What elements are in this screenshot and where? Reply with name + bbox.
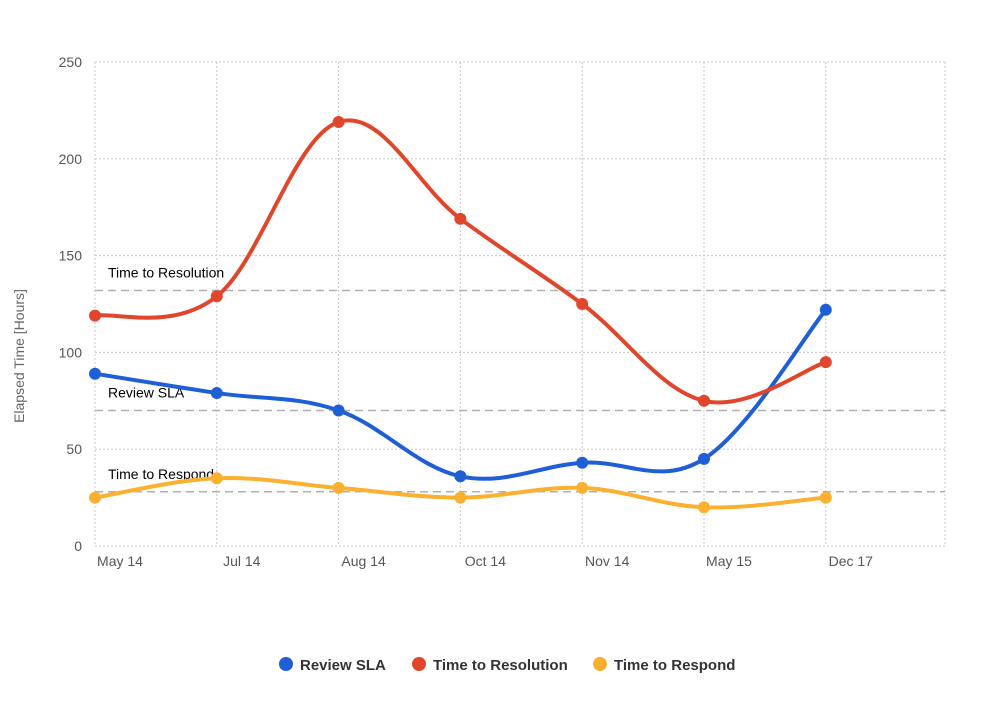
data-point[interactable]: [210, 472, 223, 485]
x-tick-label: Nov 14: [585, 553, 630, 569]
x-tick-label: Jul 14: [223, 553, 261, 569]
threshold-label: Time to Resolution: [108, 264, 224, 280]
threshold-label: Review SLA: [108, 384, 185, 400]
x-tick-label: Oct 14: [465, 553, 506, 569]
data-point[interactable]: [89, 309, 101, 322]
y-axis-ticks: 0 50 100 150 200 250: [59, 54, 83, 554]
legend-item-label[interactable]: Review SLA: [300, 657, 386, 674]
y-tick-label: 200: [59, 151, 83, 167]
legend: Review SLA Time to Resolution Time to Resp…: [279, 657, 735, 674]
data-point[interactable]: [332, 116, 345, 129]
x-tick-label: Dec 17: [829, 553, 874, 569]
data-point[interactable]: [454, 470, 467, 483]
x-axis-ticks: May 14 Jul 14 Aug 14 Oct 14 Nov 14 May 15 Dec …: [97, 553, 873, 569]
y-tick-label: 100: [59, 344, 83, 360]
y-tick-label: 50: [66, 441, 82, 457]
data-point[interactable]: [819, 356, 832, 369]
legend-marker[interactable]: [593, 657, 607, 671]
y-axis-title: Elapsed Time [Hours]: [11, 289, 27, 423]
legend-item-label[interactable]: Time to Resolution: [433, 657, 568, 674]
y-tick-label: 150: [59, 248, 83, 264]
plot-lines: Time to Resolution Review SLA Time to Resp…: [95, 264, 945, 493]
legend-marker[interactable]: [279, 657, 293, 671]
data-point[interactable]: [819, 303, 832, 316]
data-point[interactable]: [576, 481, 589, 494]
legend-marker[interactable]: [412, 657, 426, 671]
data-point[interactable]: [576, 456, 589, 469]
threshold-label: Time to Respond: [108, 466, 214, 482]
y-tick-label: 0: [74, 538, 82, 554]
data-point[interactable]: [210, 387, 223, 400]
data-point[interactable]: [454, 491, 467, 504]
data-point[interactable]: [698, 452, 710, 465]
data-point[interactable]: [698, 501, 710, 514]
y-tick-label: 250: [59, 54, 83, 70]
data-point[interactable]: [332, 481, 345, 494]
x-tick-label: May 14: [97, 553, 143, 569]
data-point[interactable]: [454, 212, 467, 225]
data-point[interactable]: [89, 491, 101, 504]
data-point[interactable]: [210, 290, 223, 303]
x-tick-label: May 15: [706, 553, 752, 569]
x-tick-label: Aug 14: [341, 553, 386, 569]
data-point[interactable]: [819, 491, 832, 504]
grid: [94, 61, 946, 547]
data-point[interactable]: [576, 298, 589, 310]
data-point[interactable]: [89, 367, 101, 380]
series-points: [89, 116, 832, 514]
legend-item-label[interactable]: Time to Respond: [614, 657, 735, 674]
data-point[interactable]: [332, 404, 345, 417]
data-point[interactable]: [698, 394, 710, 407]
